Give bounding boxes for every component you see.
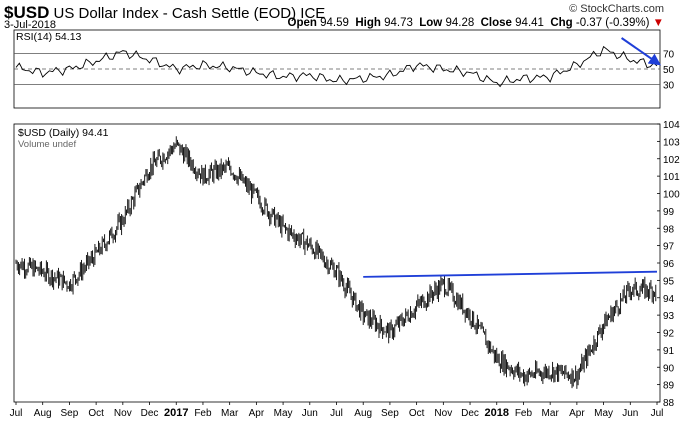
quote-bar: Open 94.59 High 94.73 Low 94.28 Close 94… [288, 17, 664, 29]
rsi-legend: RSI(14) 54.13 [16, 31, 82, 43]
price-tick-label: 93 [663, 311, 675, 322]
x-tick-label: Jul [10, 408, 23, 419]
rsi-tick-label: 30 [663, 81, 675, 92]
x-tick-label: Feb [194, 408, 212, 419]
price-legend: $USD (Daily) 94.41 [18, 127, 109, 139]
price-tick-label: 95 [663, 276, 675, 287]
x-tick-label: Oct [409, 408, 425, 419]
down-arrow-icon: ▼ [652, 17, 664, 29]
low-value: 94.28 [445, 17, 475, 29]
x-tick-label: Sep [381, 408, 399, 419]
price-tick-label: 104 [663, 120, 680, 131]
x-tick-label: Jul [651, 408, 664, 419]
x-tick-label: Apr [569, 408, 585, 419]
x-tick-label: Jul [330, 408, 343, 419]
price-tick-label: 100 [663, 190, 680, 201]
high-value: 94.73 [384, 17, 413, 29]
x-tick-label: Dec [461, 408, 479, 419]
price-tick-label: 92 [663, 329, 675, 340]
rsi-tick-label: 70 [663, 49, 675, 60]
rsi-series-line [15, 45, 658, 88]
rsi-annotation-arrow [621, 37, 661, 66]
instrument-name: US Dollar Index - Cash Settle (EOD) [53, 5, 297, 22]
low-label: Low [419, 17, 443, 29]
price-tick-label: 89 [663, 381, 675, 392]
x-tick-label: Dec [141, 408, 159, 419]
x-tick-label: Nov [114, 408, 132, 419]
price-tick-label: 102 [663, 155, 680, 166]
price-tick-label: 101 [663, 172, 680, 183]
x-tick-label: Jun [302, 408, 318, 419]
close-value: 94.41 [515, 17, 544, 29]
chg-label: Chg [550, 17, 573, 29]
exchange: ICE [300, 5, 326, 22]
price-tick-label: 96 [663, 259, 675, 270]
x-tick-label: Jun [622, 408, 638, 419]
price-tick-label: 98 [663, 224, 675, 235]
price-panel: 88 89 90 91 92 93 94 95 96 97 98 99 100 101 102 103 104 $… [13, 120, 680, 409]
x-tick-label: Aug [354, 408, 372, 419]
price-tick-label: 99 [663, 207, 675, 218]
x-tick-label: Oct [88, 408, 104, 419]
x-tick-label: Aug [34, 408, 52, 419]
x-tick-label: Feb [515, 408, 533, 419]
brand: © StockCharts.com [569, 3, 664, 15]
resistance-trendline [363, 270, 658, 278]
x-tick-label: Sep [61, 408, 79, 419]
price-tick-label: 103 [663, 137, 680, 148]
rsi-tick-label: 50 [663, 65, 675, 76]
x-tick-label: May [274, 408, 293, 419]
high-label: High [355, 17, 381, 29]
close-label: Close [480, 17, 512, 29]
x-tick-label: May [594, 408, 613, 419]
price-tick-label: 88 [663, 398, 675, 409]
open-value: 94.59 [320, 17, 349, 29]
x-tick-label: Nov [434, 408, 452, 419]
symbol: $USD [4, 3, 50, 22]
open-label: Open [287, 17, 317, 29]
chart-date: 3-Jul-2018 [4, 19, 56, 31]
x-tick-label: Mar [542, 408, 560, 419]
price-tick-label: 94 [663, 294, 675, 305]
x-axis: Jul Aug Sep Oct Nov Dec 2017 Feb Mar Apr May Jun Jul… [10, 402, 664, 419]
x-tick-label: Mar [221, 408, 239, 419]
price-tick-label: 91 [663, 346, 675, 357]
chg-value: -0.37 (-0.39%) [575, 17, 650, 29]
chart-title: $USD US Dollar Index - Cash Settle (EOD)… [4, 3, 325, 23]
x-tick-label: 2017 [164, 407, 188, 419]
price-frame [13, 123, 661, 403]
price-tick-label: 97 [663, 242, 675, 253]
price-tick-label: 90 [663, 363, 675, 374]
rsi-panel: 30 50 70 RSI(14) 54.13 [13, 29, 675, 109]
x-tick-label: Apr [249, 408, 265, 419]
x-tick-label: 2018 [485, 407, 509, 419]
volume-legend: Volume undef [18, 139, 76, 150]
